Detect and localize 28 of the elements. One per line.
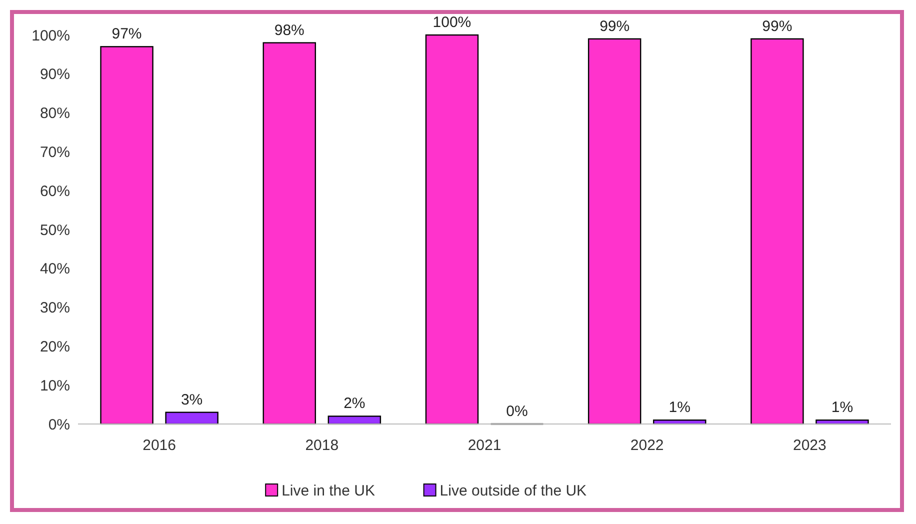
x-tick-label: 2022 bbox=[630, 437, 664, 454]
y-tick-label: 70% bbox=[40, 144, 70, 161]
y-tick-label: 100% bbox=[32, 27, 70, 44]
y-tick-label: 50% bbox=[40, 222, 70, 239]
y-tick-label: 0% bbox=[48, 416, 70, 434]
data-label: 99% bbox=[762, 18, 792, 35]
y-tick-label: 10% bbox=[40, 377, 70, 394]
legend-label: Live in the UK bbox=[282, 482, 375, 500]
data-label: 0% bbox=[506, 403, 528, 420]
data-label: 2% bbox=[344, 395, 366, 412]
y-tick-label: 30% bbox=[40, 300, 70, 317]
data-label: 3% bbox=[180, 391, 203, 408]
y-tick-label: 20% bbox=[40, 338, 70, 356]
legend-label: Live outside of the UK bbox=[440, 482, 587, 500]
y-tick-label: 60% bbox=[40, 182, 70, 200]
y-tick-label: 40% bbox=[40, 260, 70, 278]
x-tick-label: 2016 bbox=[142, 437, 176, 454]
x-tick-label: 2021 bbox=[468, 437, 502, 454]
x-tick-label: 2018 bbox=[305, 437, 339, 454]
data-label: 1% bbox=[831, 399, 854, 416]
data-label: 97% bbox=[112, 26, 142, 43]
y-tick-label: 80% bbox=[40, 105, 70, 122]
data-label: 98% bbox=[274, 22, 304, 39]
data-label: 99% bbox=[600, 18, 630, 35]
data-label: 100% bbox=[432, 14, 472, 31]
y-tick-label: 90% bbox=[40, 66, 70, 84]
data-label: 1% bbox=[668, 399, 690, 416]
x-tick-label: 2023 bbox=[793, 437, 826, 454]
